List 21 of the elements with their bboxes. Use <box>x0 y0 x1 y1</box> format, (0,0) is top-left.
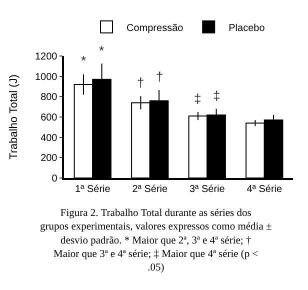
text: Figura 2. Trabalho Total durante as séries dos grupos experimentais, valores expressos como média ± desvio padrão. * Maior que 2ª, 3ª e 4ª série; † Maior que 3ª e 4ª série; ‡ Maior que 4ª série (p < .05) <box>40 208 272 274</box>
y-tick-label: 1200 <box>35 52 58 62</box>
y-tick-label: 1000 <box>35 72 58 83</box>
y-tick-label: 200 <box>40 153 58 164</box>
y-axis-title: Trabalho Total (J) <box>8 74 20 160</box>
legend-label: Placebo <box>228 22 266 34</box>
y-tick-label: 600 <box>40 112 58 124</box>
x-tick-label: 3ª Série <box>189 184 226 195</box>
annotation: † <box>156 69 164 84</box>
annotation: * <box>81 53 86 68</box>
x-tick-label: 1ª Série <box>74 184 111 195</box>
y-tick-label: 400 <box>40 132 58 144</box>
y-tick-label: 0 <box>52 174 58 184</box>
annotation: * <box>99 43 104 58</box>
x-tick-label: 2ª Série <box>132 184 168 195</box>
annotation: ‡ <box>213 88 220 103</box>
legend-label: Compressão <box>126 22 184 34</box>
y-tick-label: 800 <box>40 92 58 104</box>
x-tick-label: 4ª Série <box>246 184 283 195</box>
annotation: † <box>137 75 144 90</box>
annotation: ‡ <box>194 91 202 106</box>
